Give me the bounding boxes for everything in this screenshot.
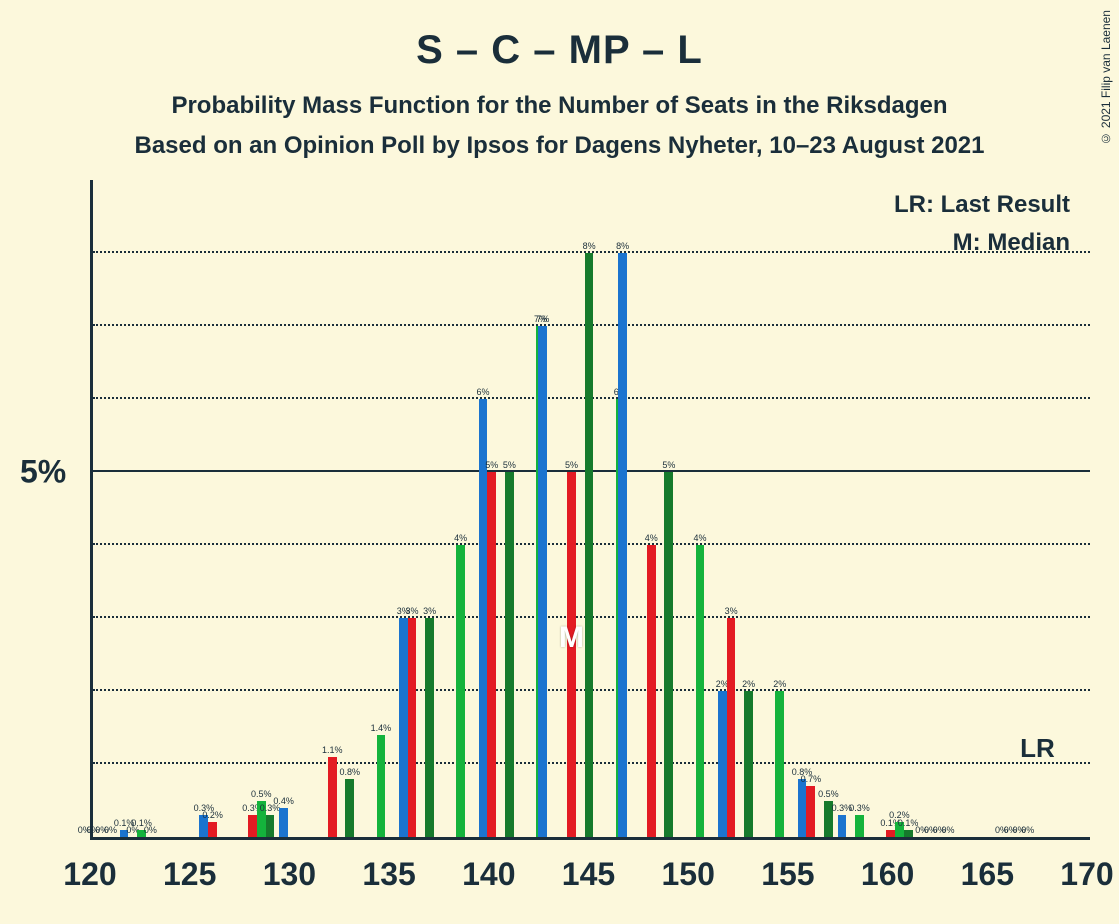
bar-value-label: 0.3% bbox=[844, 803, 874, 813]
bar-value-label: 5% bbox=[494, 460, 524, 470]
bar bbox=[377, 735, 386, 837]
bar bbox=[647, 545, 656, 837]
bars-layer: 0%0%0%0%0.1%0%0.1%0%0.3%0.2%0.3%0.5%0.3%… bbox=[93, 180, 1090, 837]
bar-value-label: 4% bbox=[685, 533, 715, 543]
bar-value-label: 0% bbox=[1013, 825, 1043, 835]
x-axis-tick-label: 170 bbox=[1060, 856, 1113, 893]
bar bbox=[208, 822, 217, 837]
bar bbox=[279, 808, 288, 837]
bar bbox=[618, 253, 627, 837]
plot-area: LR: Last Result M: Median 0%0%0%0%0.1%0%… bbox=[90, 180, 1090, 840]
y-axis-label-5pct: 5% bbox=[20, 454, 66, 491]
median-marker: M bbox=[559, 621, 584, 655]
bar bbox=[744, 691, 753, 837]
bar-value-label: 3% bbox=[415, 606, 445, 616]
x-axis-tick-label: 120 bbox=[63, 856, 116, 893]
bar bbox=[727, 618, 736, 837]
x-axis-tick-label: 130 bbox=[263, 856, 316, 893]
bar-value-label: 2% bbox=[765, 679, 795, 689]
bar-value-label: 6% bbox=[468, 387, 498, 397]
bar bbox=[696, 545, 705, 837]
bar bbox=[456, 545, 465, 837]
chart-container: S – C – MP – L Probability Mass Function… bbox=[0, 0, 1119, 924]
bar-value-label: 0.4% bbox=[269, 796, 299, 806]
bar bbox=[248, 815, 257, 837]
x-axis-tick-label: 160 bbox=[861, 856, 914, 893]
bar-value-label: 1.1% bbox=[317, 745, 347, 755]
x-axis-tick-label: 135 bbox=[362, 856, 415, 893]
bar bbox=[399, 618, 408, 837]
lr-marker: LR bbox=[1020, 733, 1055, 764]
bar-value-label: 0% bbox=[135, 825, 165, 835]
bar-value-label: 8% bbox=[608, 241, 638, 251]
bar-value-label: 0.7% bbox=[796, 774, 826, 784]
x-axis-tick-label: 125 bbox=[163, 856, 216, 893]
x-axis-labels: 120125130135140145150155160165170 bbox=[90, 846, 1090, 896]
bar bbox=[567, 472, 576, 837]
bar bbox=[487, 472, 496, 837]
chart-subtitle-2: Based on an Opinion Poll by Ipsos for Da… bbox=[0, 132, 1119, 160]
bar-value-label: 0% bbox=[933, 825, 963, 835]
bar bbox=[585, 253, 594, 837]
chart-subtitle-1: Probability Mass Function for the Number… bbox=[0, 92, 1119, 120]
x-axis-tick-label: 145 bbox=[562, 856, 615, 893]
chart-title: S – C – MP – L bbox=[0, 28, 1119, 73]
bar bbox=[798, 779, 807, 837]
bar-value-label: 7% bbox=[528, 314, 558, 324]
copyright-text: © 2021 Filip van Laenen bbox=[1099, 10, 1113, 145]
x-axis-tick-label: 140 bbox=[462, 856, 515, 893]
bar bbox=[408, 618, 417, 837]
bar-value-label: 8% bbox=[574, 241, 604, 251]
bar-value-label: 4% bbox=[636, 533, 666, 543]
bar bbox=[855, 815, 864, 837]
bar bbox=[538, 326, 547, 837]
bar-value-label: 0.2% bbox=[198, 810, 228, 820]
bar bbox=[886, 830, 895, 837]
bar-value-label: 5% bbox=[557, 460, 587, 470]
bar bbox=[838, 815, 847, 837]
bar bbox=[266, 815, 275, 837]
x-axis-tick-label: 165 bbox=[961, 856, 1014, 893]
bar bbox=[775, 691, 784, 837]
bar-value-label: 2% bbox=[734, 679, 764, 689]
bar-value-label: 0.5% bbox=[813, 789, 843, 799]
bar-value-label: 1.4% bbox=[366, 723, 396, 733]
bar bbox=[345, 779, 354, 837]
bar-value-label: 3% bbox=[716, 606, 746, 616]
bar-value-label: 5% bbox=[654, 460, 684, 470]
bar bbox=[664, 472, 673, 837]
x-axis-tick-label: 155 bbox=[761, 856, 814, 893]
bar-value-label: 0.8% bbox=[335, 767, 365, 777]
bar bbox=[718, 691, 727, 837]
x-axis-tick-label: 150 bbox=[661, 856, 714, 893]
bar bbox=[505, 472, 514, 837]
bar bbox=[425, 618, 434, 837]
bar-value-label: 4% bbox=[446, 533, 476, 543]
